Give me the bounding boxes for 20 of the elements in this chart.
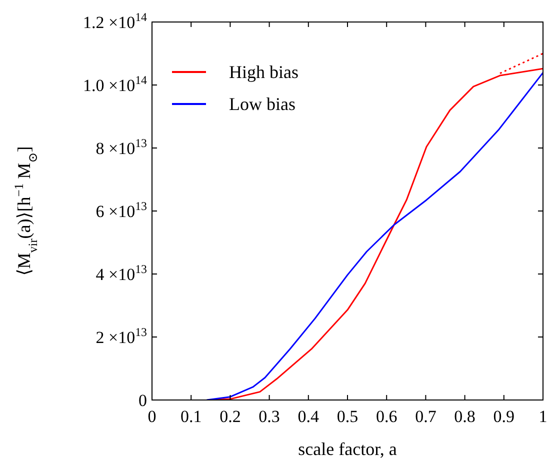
legend-label: Low bias xyxy=(229,94,296,114)
x-tick-label: 0.2 xyxy=(220,407,241,426)
y-tick-label: 1.2 ×10$^{14}$ xyxy=(83,10,148,32)
x-tick-label: 0.8 xyxy=(454,407,476,426)
x-tick-label: 0.4 xyxy=(298,407,320,426)
x-tick-label: 1 xyxy=(538,407,547,426)
x-tick-label: 0.3 xyxy=(258,407,280,426)
x-tick-label: 0.7 xyxy=(415,407,437,426)
x-tick-label: 0.6 xyxy=(376,407,398,426)
y-tick-label: 8 ×10$^{13}$ xyxy=(96,136,148,158)
y-tick-label: 4 ×10$^{13}$ xyxy=(96,262,148,284)
x-tick-label: 0.9 xyxy=(493,407,515,426)
y-tick-label: 2 ×10$^{13}$ xyxy=(96,325,148,347)
x-axis-title: scale factor, a xyxy=(298,439,397,459)
legend-label: High bias xyxy=(229,62,298,82)
x-tick-label: 0.5 xyxy=(336,407,358,426)
y-tick-label: 6 ×10$^{13}$ xyxy=(96,199,148,221)
y-tick-label: 1.0 ×10$^{14}$ xyxy=(83,73,148,95)
x-tick-label: 0.1 xyxy=(180,407,202,426)
y-tick-label: 0 xyxy=(138,391,147,410)
